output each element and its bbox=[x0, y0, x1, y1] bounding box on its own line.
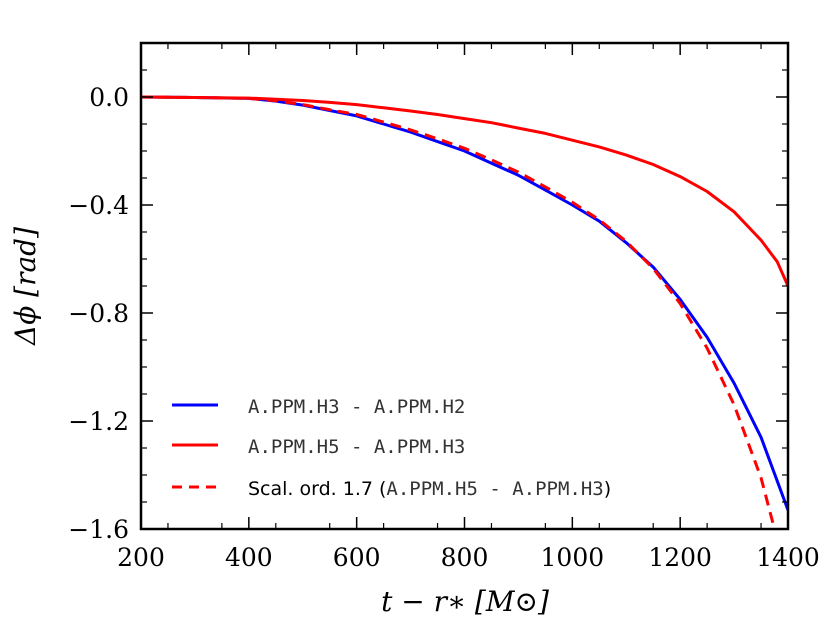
y-tick-label: −1.6 bbox=[68, 515, 129, 544]
x-tick-label: 1400 bbox=[756, 543, 820, 572]
legend-label-scaling-suffix: A.PPM.H5 - A.PPM.H3 bbox=[386, 478, 603, 500]
legend-label-scaling-name: Scal. ord. 1.7 bbox=[248, 478, 373, 500]
legend: A.PPM.H3 - A.PPM.H2 A.PPM.H5 - A.PPM.H3 … bbox=[172, 396, 611, 500]
x-tick-label: 400 bbox=[225, 543, 273, 572]
y-tick-label: 0.0 bbox=[89, 83, 129, 112]
plot-lines bbox=[141, 95, 788, 529]
tick-labels: 200 400 600 800 1000 1200 1400 0.0 −0.4 −0.8 −1.2 −… bbox=[68, 83, 820, 572]
x-tick-label: 1200 bbox=[648, 543, 712, 572]
legend-label-h5-h3: A.PPM.H5 - A.PPM.H3 bbox=[248, 436, 465, 458]
y-tick-label: −0.4 bbox=[68, 191, 129, 220]
series-line-1 bbox=[141, 95, 788, 287]
legend-label-scaling-close-paren: ) bbox=[604, 478, 611, 500]
y-tick-label: −1.2 bbox=[68, 407, 129, 436]
y-axis-title: Δϕ [rad] bbox=[9, 227, 42, 346]
series-line-2 bbox=[141, 95, 776, 529]
legend-label-scaling: Scal. ord. 1.7 (A.PPM.H5 - A.PPM.H3) bbox=[248, 478, 611, 500]
legend-label-h3-h2: A.PPM.H3 - A.PPM.H2 bbox=[248, 396, 465, 418]
x-tick-label: 800 bbox=[441, 543, 489, 572]
x-tick-label: 200 bbox=[117, 543, 165, 572]
x-axis-title: t − r∗ [M⊙] bbox=[381, 585, 549, 618]
x-tick-label: 1000 bbox=[541, 543, 605, 572]
x-tick-label: 600 bbox=[333, 543, 381, 572]
y-tick-label: −0.8 bbox=[68, 299, 129, 328]
ticks bbox=[140, 43, 789, 530]
legend-label-scaling-open-paren: ( bbox=[379, 478, 386, 500]
